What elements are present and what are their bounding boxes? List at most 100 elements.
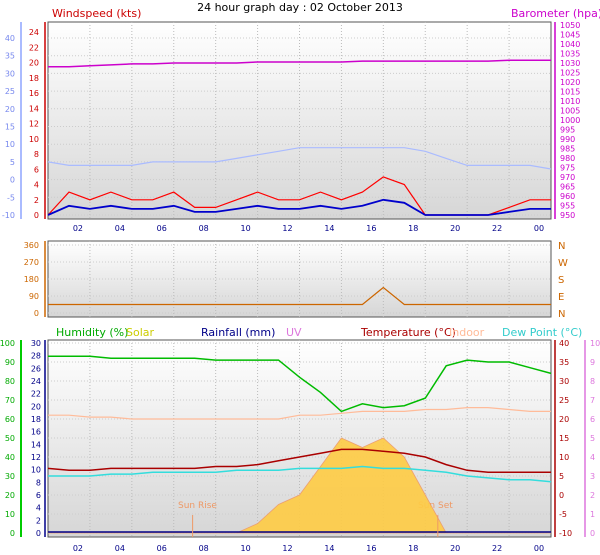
wind-tick: 10 <box>29 135 39 144</box>
solar-tick: 16 <box>31 428 41 437</box>
wind-outer-tick: 30 <box>5 69 15 78</box>
solar-tick: 4 <box>36 504 41 513</box>
sunset-label: Sun Set <box>418 501 453 511</box>
baro-tick: 1050 <box>560 21 580 30</box>
baro-tick: 980 <box>560 154 575 163</box>
baro-tick: 985 <box>560 145 575 154</box>
wind-tick: 8 <box>34 150 39 159</box>
baro-tick: 1000 <box>560 116 580 125</box>
baro-tick: 1025 <box>560 69 580 78</box>
humidity-series <box>48 355 552 413</box>
uv-tick: 10 <box>590 339 600 348</box>
barometer-series <box>48 59 551 68</box>
solar-tick: 24 <box>31 377 41 386</box>
humidity-tick: 40 <box>5 453 15 462</box>
wind-tick: 14 <box>29 104 39 113</box>
indoor-label: Indoor <box>449 326 485 339</box>
uv-tick: 4 <box>590 453 595 462</box>
baro-tick: 1045 <box>560 31 580 40</box>
baro-tick: 990 <box>560 135 575 144</box>
temp-tick: 20 <box>559 415 569 424</box>
wind-outer-tick: 0 <box>10 176 15 185</box>
compass-label: E <box>558 292 564 303</box>
wind-tick: 22 <box>29 43 39 52</box>
temperature-series <box>47 448 551 473</box>
wind-outer-tick: 15 <box>5 123 15 132</box>
temp-tick: 40 <box>559 339 569 348</box>
humidity-tick: 10 <box>5 510 15 519</box>
temp-tick: 10 <box>559 453 569 462</box>
x-tick-bottom: 18 <box>408 544 418 553</box>
humidity-tick: 30 <box>5 472 15 481</box>
baro-tick: 1030 <box>560 59 580 68</box>
x-tick-bottom: 00 <box>534 544 544 553</box>
temp-tick: -5 <box>559 510 567 519</box>
baro-tick: 955 <box>560 202 575 211</box>
solar-tick: 8 <box>36 478 41 487</box>
solar-tick: 0 <box>36 529 41 538</box>
x-tick-top: 14 <box>324 224 334 233</box>
wind-outer-tick: 5 <box>10 158 15 167</box>
baro-tick: 995 <box>560 126 575 135</box>
rainfall-label: Rainfall (mm) <box>201 326 275 339</box>
solar-tick: 20 <box>31 402 41 411</box>
solar-tick: 18 <box>31 415 41 424</box>
humidity-tick: 60 <box>5 415 15 424</box>
solar-tick: 6 <box>36 491 41 500</box>
x-tick-bottom: 08 <box>199 544 209 553</box>
wind-tick: 4 <box>34 181 39 190</box>
wind-tick: 24 <box>29 28 39 37</box>
humidity-tick: 50 <box>5 434 15 443</box>
chart-title: 24 hour graph day : 02 October 2013 <box>197 1 403 14</box>
direction-tick: 0 <box>34 309 39 318</box>
solar-tick: 14 <box>31 440 41 449</box>
baro-tick: 1015 <box>560 88 580 97</box>
baro-tick: 1020 <box>560 78 580 87</box>
humidity-tick: 100 <box>0 339 15 348</box>
x-tick-top: 00 <box>534 224 544 233</box>
x-tick-top: 10 <box>240 224 250 233</box>
humidity-tick: 90 <box>5 358 15 367</box>
temp-tick: 0 <box>559 491 564 500</box>
compass-label: W <box>558 258 568 269</box>
temp-tick: 25 <box>559 396 569 405</box>
uv-label: UV <box>286 326 302 339</box>
temperature-label: Temperature (°C) <box>360 326 456 339</box>
temp-tick: -10 <box>559 529 572 538</box>
solar-area <box>48 437 551 534</box>
x-tick-top: 12 <box>282 224 292 233</box>
compass-label: N <box>558 309 565 320</box>
solar-tick: 2 <box>36 516 41 525</box>
x-tick-top: 08 <box>199 224 209 233</box>
temp-tick: 5 <box>559 472 564 481</box>
dewpoint-series <box>48 465 552 483</box>
wind-tick: 12 <box>29 120 39 129</box>
gust-series <box>47 147 552 170</box>
temp-tick: 30 <box>559 377 569 386</box>
x-tick-top: 06 <box>157 224 167 233</box>
uv-tick: 9 <box>590 358 595 367</box>
sunrise-label: Sun Rise <box>178 501 217 511</box>
uv-tick: 3 <box>590 472 595 481</box>
barometer-label: Barometer (hpa) <box>511 7 600 20</box>
x-tick-bottom: 20 <box>450 544 460 553</box>
baro-tick: 965 <box>560 183 575 192</box>
baro-tick: 960 <box>560 192 575 201</box>
wind-outer-tick: 40 <box>5 34 15 43</box>
solar-tick: 30 <box>31 339 41 348</box>
baro-tick: 950 <box>560 211 575 220</box>
wind-outer-tick: -10 <box>2 211 15 220</box>
uv-tick: 1 <box>590 510 595 519</box>
x-tick-bottom: 06 <box>157 544 167 553</box>
x-tick-bottom: 16 <box>366 544 376 553</box>
uv-tick: 8 <box>590 377 595 386</box>
solar-tick: 10 <box>31 466 41 475</box>
x-tick-top: 20 <box>450 224 460 233</box>
x-tick-top: 04 <box>115 224 125 233</box>
baro-tick: 1035 <box>560 50 580 59</box>
humidity-tick: 70 <box>5 396 15 405</box>
wind-tick: 0 <box>34 211 39 220</box>
temp-tick: 15 <box>559 434 569 443</box>
x-tick-top: 16 <box>366 224 376 233</box>
